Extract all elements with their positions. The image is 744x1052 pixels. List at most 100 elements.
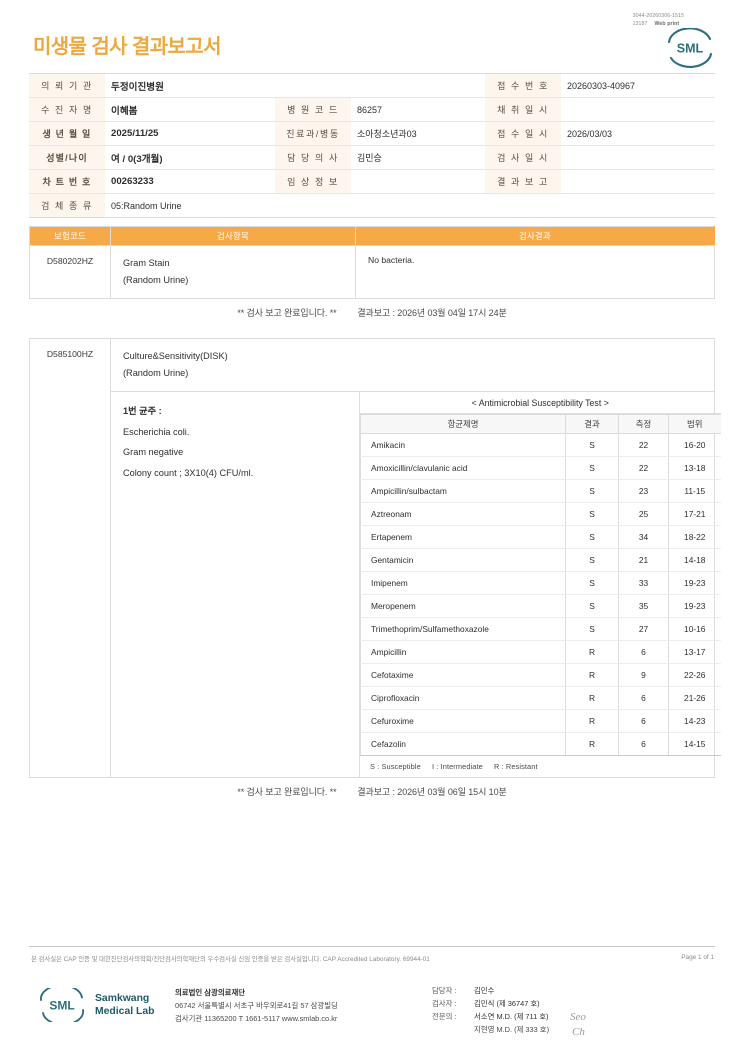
signature-label-specialist: 전문의 : xyxy=(432,1011,457,1021)
ast-header-result: 결과 xyxy=(565,414,619,435)
footer-disclaimer: 본 검사실은 CAP 인증 및 대한진단검사의학회/진단검사의학재단의 우수검사… xyxy=(31,954,631,963)
value-name: 이혜봄 xyxy=(105,97,275,122)
ast-cell-result: S xyxy=(565,433,619,458)
ast-cell-range: 19-23 xyxy=(668,594,721,619)
header-test-result: 검사결과 xyxy=(355,226,715,246)
value-report-dt xyxy=(561,169,715,194)
ast-table-body: Amikacin S 22 16-20 Amoxicillin/clavulanic a… xyxy=(360,433,721,757)
cell-test-result: No bacteria. xyxy=(355,244,715,300)
info-row: 검 체 종 류 05:Random Urine xyxy=(29,193,715,218)
cell-test-item: Gram Stain (Random Urine) xyxy=(110,244,356,300)
ast-header-row: 항균제명 결과 측정 범위 xyxy=(360,414,721,435)
report-datetime: 결과보고 : 2026년 03월 04일 17시 24분 xyxy=(357,308,507,319)
ast-cell-range: 13-18 xyxy=(668,456,721,481)
signature-row-manager: 담당자 : 김민수 xyxy=(432,985,549,998)
disclaimer-korean: 본 검사실은 CAP 인증 및 대한진단검사의학회/진단검사의학재단의 우수검사… xyxy=(31,956,322,963)
ast-cell-measure: 22 xyxy=(618,456,669,481)
ast-cell-drug: Meropenem xyxy=(360,594,566,619)
value-dept-ward: 소아청소년과03 xyxy=(351,121,485,146)
ast-row: Meropenem S 35 19-23 xyxy=(360,594,721,619)
value-accession-no: 20260303-40967 xyxy=(561,73,715,98)
value-specimen: 05:Random Urine xyxy=(105,193,715,218)
label-test-dt: 검 사 일 시 xyxy=(485,145,561,170)
svg-text:SML: SML xyxy=(49,999,74,1013)
ast-cell-drug: Ampicillin/sulbactam xyxy=(360,479,566,504)
company-name-line1: Samkwang xyxy=(95,992,150,1004)
ast-cell-result: S xyxy=(565,525,619,550)
test-item-line1: Gram Stain xyxy=(123,258,170,268)
ast-cell-result: R xyxy=(565,732,619,757)
address-line2: 06742 서울특별시 서초구 바우뫼로41길 57 삼광빌딩 xyxy=(175,1001,338,1011)
legend-susceptible: S : Susceptible xyxy=(370,762,421,772)
label-specimen: 검 체 종 류 xyxy=(29,193,105,218)
ast-cell-drug: Ciprofloxacin xyxy=(360,686,566,711)
ast-cell-measure: 6 xyxy=(618,686,669,711)
signature-block: 담당자 : 김민수 검사자 : 김민식 (제 36747 호) 전문의 : 서소… xyxy=(432,985,549,1037)
ast-cell-range: 18-22 xyxy=(668,525,721,550)
label-doctor: 담 당 의 사 xyxy=(275,145,351,170)
value-institution: 두정이진병원 xyxy=(105,73,485,98)
ast-cell-drug: Ampicillin xyxy=(360,640,566,665)
ast-cell-result: R xyxy=(565,709,619,734)
info-row: 수 진 자 명 이혜봄 병 원 코 드 86257 채 취 일 시 xyxy=(29,97,715,122)
ast-cell-measure: 22 xyxy=(618,433,669,458)
ast-cell-drug: Trimethoprim/Sulfamethoxazole xyxy=(360,617,566,642)
ast-row: Ciprofloxacin R 6 21-26 xyxy=(360,686,721,711)
ast-row: Ertapenem S 34 18-22 xyxy=(360,525,721,550)
webprint-label: Web print xyxy=(654,21,680,28)
ast-title: < Antimicrobial Susceptibility Test > xyxy=(360,392,721,415)
ast-row: Amikacin S 22 16-20 xyxy=(360,433,721,458)
info-row: 성별/나이 여 / 0(3개월) 담 당 의 사 김민승 검 사 일 시 xyxy=(29,145,715,170)
table-row: 1번 균주 : Escherichia coli. Gram negative … xyxy=(30,391,721,779)
ast-cell-drug: Ertapenem xyxy=(360,525,566,550)
gram-result: Gram negative xyxy=(123,447,184,458)
strain-label: 1번 균주 : xyxy=(123,406,162,417)
microprint-block: 3044-20260306-1515 13187 Web print xyxy=(633,12,684,28)
ast-row: Aztreonam S 25 17-21 xyxy=(360,502,721,527)
ast-cell-drug: Amikacin xyxy=(360,433,566,458)
ast-cell-drug: Aztreonam xyxy=(360,502,566,527)
company-name-en: Samkwang Medical Lab xyxy=(95,992,154,1019)
ast-cell-range: 14-18 xyxy=(668,548,721,573)
colony-count: Colony count ; 3X10(4) CFU/ml. xyxy=(123,468,254,479)
ast-cell-measure: 6 xyxy=(618,732,669,757)
ast-cell-measure: 21 xyxy=(618,548,669,573)
ast-row: Ampicillin R 6 13-17 xyxy=(360,640,721,665)
info-row: 의 뢰 기 관 두정이진병원 접 수 번 호 20260303-40967 xyxy=(29,73,715,98)
ast-cell-result: R xyxy=(565,640,619,665)
ast-header-measure: 측정 xyxy=(618,414,669,435)
footer-logo: SML Samkwang Medical Lab xyxy=(34,988,154,1022)
ast-cell-measure: 34 xyxy=(618,525,669,550)
legend-resistant: R : Resistant xyxy=(494,762,538,772)
ast-cell-result: S xyxy=(565,571,619,596)
signature-row-technologist: 검사자 : 김민식 (제 36747 호) xyxy=(432,998,549,1011)
completion-notice-1: ** 검사 보고 완료입니다. ** 결과보고 : 2026년 03월 04일 … xyxy=(29,306,715,319)
ast-header-drug: 항균제명 xyxy=(360,414,566,435)
completion-notice-2: ** 검사 보고 완료입니다. ** 결과보고 : 2026년 03월 06일 … xyxy=(29,785,715,798)
sml-logo-icon: SML xyxy=(34,988,90,1022)
sml-logo-icon: SML xyxy=(663,28,717,68)
ast-cell-result: S xyxy=(565,548,619,573)
ast-cell-drug: Amoxicillin/clavulanic acid xyxy=(360,456,566,481)
signature-value-technologist: 김민식 (제 36747 호) xyxy=(474,998,540,1008)
address-line3: 검사기관 11365200 T 1661-5117 www.smlab.co.k… xyxy=(175,1014,338,1024)
info-row: 차 트 번 호 00263233 임 상 정 보 결 과 보 고 xyxy=(29,169,715,194)
ast-cell-measure: 6 xyxy=(618,640,669,665)
label-accession-no: 접 수 번 호 xyxy=(485,73,561,98)
ast-cell-result: R xyxy=(565,686,619,711)
ast-cell-drug: Gentamicin xyxy=(360,548,566,573)
result-block-culture-sensitivity: D585100HZ Culture&Sensitivity(DISK) (Ran… xyxy=(29,337,721,798)
disclaimer-english: CAP Accredited Laboratory. 69944-01 xyxy=(322,956,430,963)
patient-info-section: 의 뢰 기 관 두정이진병원 접 수 번 호 20260303-40967 수 … xyxy=(29,73,715,218)
signature-label-manager: 담당자 : xyxy=(432,986,457,995)
ast-cell-measure: 35 xyxy=(618,594,669,619)
table-row: D580202HZ Gram Stain (Random Urine) No b… xyxy=(29,244,715,300)
microprint-line2: 13187 xyxy=(632,21,648,28)
ast-row: Amoxicillin/clavulanic acid S 22 13-18 xyxy=(360,456,721,481)
value-collect-dt xyxy=(561,97,715,122)
results-header-row: 보험코드 검사항목 검사결과 xyxy=(29,226,715,246)
label-report-dt: 결 과 보 고 xyxy=(485,169,561,194)
signature-label-technologist: 검사자 : xyxy=(432,998,457,1008)
cell-insurance-code: D585100HZ xyxy=(29,337,111,779)
